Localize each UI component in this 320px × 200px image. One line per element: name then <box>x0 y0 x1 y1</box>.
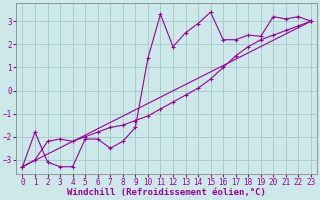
X-axis label: Windchill (Refroidissement éolien,°C): Windchill (Refroidissement éolien,°C) <box>67 188 266 197</box>
